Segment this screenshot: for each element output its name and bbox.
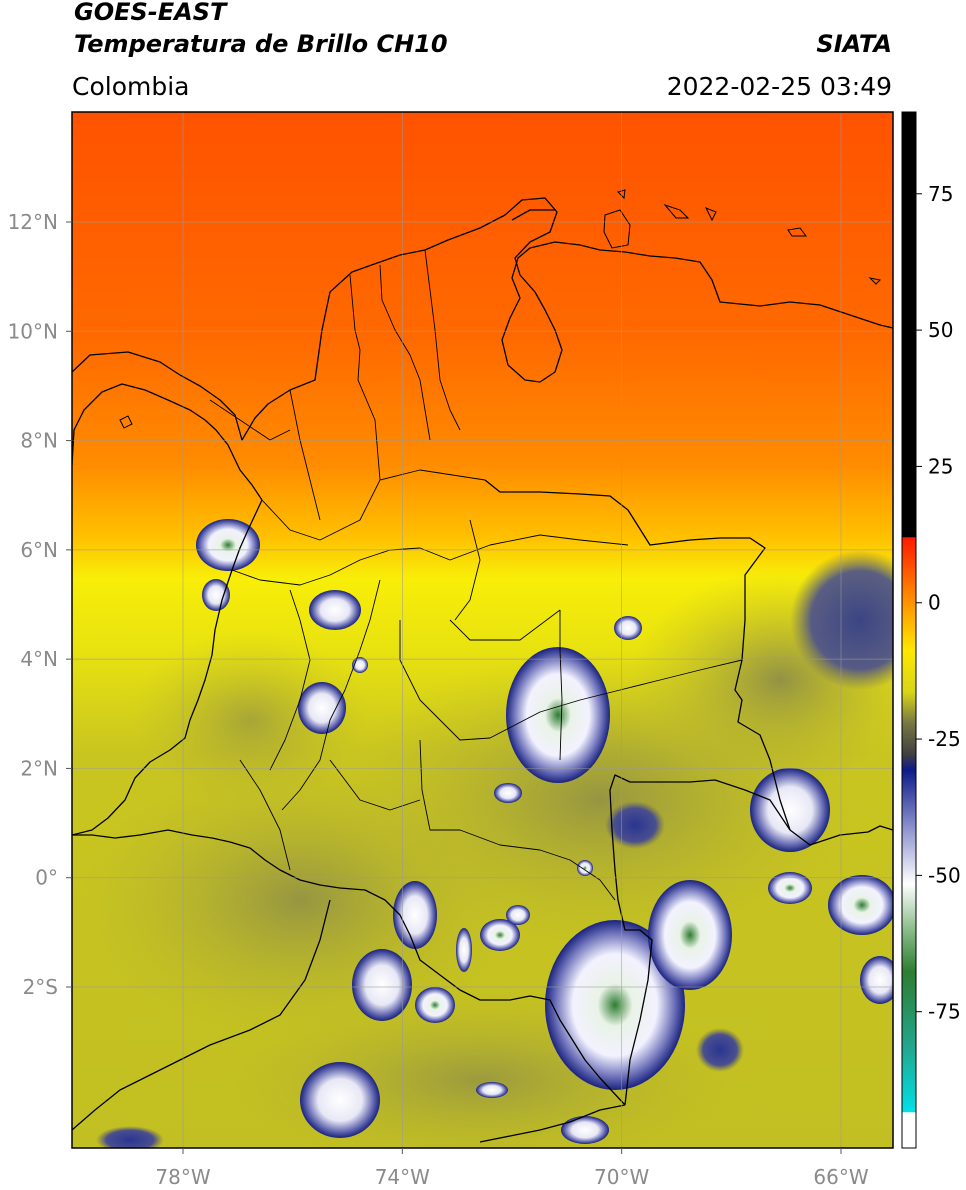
region-label: Colombia: [72, 72, 190, 101]
colorbar-strip: [901, 111, 917, 1149]
peru-border: [72, 829, 626, 1106]
lon-tick-label: 74°W: [375, 1165, 430, 1189]
panama-isthmus: [72, 383, 263, 501]
longitude-axis: 78°W 74°W 70°W 66°W: [155, 1148, 869, 1189]
colorbar-tick-label: 0: [928, 591, 941, 615]
colorbar-tick-label: 50: [928, 318, 953, 342]
latitude-axis: 12°N 10°N 8°N 6°N 4°N 2°N 0° 2°S: [8, 210, 72, 999]
lon-tick-label: 78°W: [155, 1165, 210, 1189]
colorbar-tick-label: 75: [928, 182, 953, 206]
lat-tick-label: 4°N: [20, 647, 58, 671]
product-title: Temperatura de Brillo CH10: [74, 30, 448, 58]
lat-tick-label: 2°N: [20, 756, 58, 780]
lat-tick-label: 10°N: [8, 319, 58, 343]
satellite-title: GOES-EAST: [74, 0, 227, 26]
coastlines-and-borders: [72, 197, 893, 1143]
colorbar-ticks: 75 50 25 0 -25 -50 -75: [916, 182, 961, 1024]
map-canvas: [72, 112, 893, 1148]
guajira-peninsula: [511, 209, 556, 221]
brazil-venezuela: [789, 825, 893, 846]
colorbar-tick-label: -25: [928, 727, 961, 751]
lat-tick-label: 2°S: [23, 975, 58, 999]
convective-clouds: [96, 519, 893, 1148]
department-boundaries: [209, 249, 743, 901]
colorbar-tick-label: 25: [928, 454, 953, 478]
colombia-eastern-border: [484, 479, 791, 831]
source-label: SIATA: [816, 30, 892, 58]
lat-tick-label: 12°N: [8, 210, 58, 234]
lat-tick-label: 0°: [35, 866, 58, 890]
colorbar: 75 50 25 0 -25 -50 -75: [901, 111, 961, 1149]
colorbar-tick-label: -75: [928, 1000, 961, 1024]
amazon-border: [609, 774, 791, 1106]
ecuador-peru-line: [72, 899, 331, 1131]
lat-tick-label: 6°N: [20, 538, 58, 562]
datetime-label: 2022-02-25 03:49: [666, 72, 892, 101]
lat-tick-label: 8°N: [20, 429, 58, 453]
southern-line: [479, 1104, 626, 1143]
pacific-coast: [72, 499, 263, 836]
caribbean-coast: [72, 197, 893, 441]
map-frame: [71, 111, 894, 1149]
colorbar-tick-label: -50: [928, 863, 961, 887]
lon-tick-label: 66°W: [813, 1165, 868, 1189]
gridlines: [72, 112, 893, 1148]
lon-tick-label: 70°W: [594, 1165, 649, 1189]
